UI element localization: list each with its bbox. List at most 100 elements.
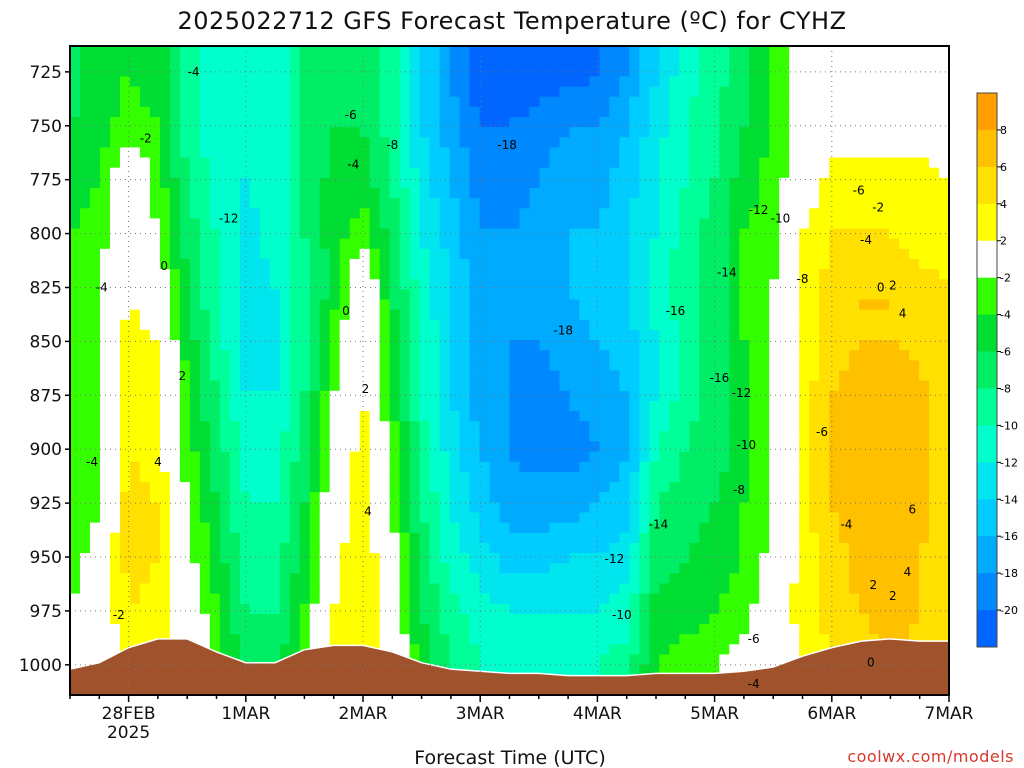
- heat-cell: [459, 634, 471, 645]
- heat-cell: [189, 471, 201, 483]
- heat-cell: [209, 634, 221, 645]
- heat-cell: [679, 431, 690, 443]
- heat-cell: [659, 553, 670, 564]
- heat-cell: [269, 542, 281, 554]
- heat-cell: [99, 127, 111, 138]
- heat-cell: [159, 218, 171, 230]
- heat-cell: [519, 512, 531, 524]
- heat-cell: [219, 157, 231, 169]
- heat-cell: [389, 400, 401, 412]
- heat-cell: [369, 553, 381, 564]
- heat-cell: [809, 238, 820, 250]
- heat-cell: [609, 603, 620, 615]
- heat-cell: [719, 441, 730, 453]
- heat-cell: [489, 563, 501, 574]
- heat-cell: [139, 116, 151, 128]
- heat-cell: [339, 46, 351, 57]
- heat-cell: [739, 177, 750, 189]
- heat-cell: [289, 532, 301, 544]
- heat-cell: [399, 390, 411, 402]
- heat-cell: [529, 360, 541, 372]
- heat-cell: [389, 360, 401, 372]
- heat-cell: [699, 96, 710, 108]
- heat-cell: [289, 502, 301, 514]
- heat-cell: [779, 634, 790, 645]
- heat-cell: [309, 634, 321, 645]
- heat-cell: [769, 400, 780, 412]
- heat-cell: [79, 644, 91, 656]
- heat-cell: [819, 46, 830, 57]
- heat-cell: [70, 340, 81, 351]
- heat-cell: [119, 451, 131, 463]
- heat-cell: [739, 299, 750, 311]
- heat-cell: [259, 553, 271, 564]
- heat-cell: [209, 167, 221, 179]
- heat-cell: [229, 329, 241, 341]
- heat-cell: [209, 208, 221, 219]
- heat-cell: [289, 167, 301, 179]
- heat-cell: [789, 218, 800, 230]
- heat-cell: [359, 492, 371, 503]
- heat-cell: [549, 299, 561, 311]
- heat-cell: [639, 96, 650, 108]
- heat-cell: [739, 228, 750, 240]
- heat-cell: [619, 177, 630, 189]
- heat-cell: [89, 461, 101, 473]
- heat-cell: [759, 441, 770, 453]
- heat-cell: [299, 238, 311, 250]
- heat-cell: [119, 603, 131, 615]
- heat-cell: [119, 116, 131, 128]
- heat-cell: [739, 502, 750, 514]
- heat-cell: [639, 187, 650, 199]
- heat-cell: [569, 583, 581, 595]
- heat-cell: [759, 532, 770, 544]
- heat-cell: [139, 137, 151, 149]
- heat-cell: [379, 360, 391, 372]
- heat-cell: [569, 198, 581, 209]
- heat-cell: [449, 46, 461, 57]
- heat-cell: [389, 116, 401, 128]
- heat-cell: [89, 624, 101, 635]
- heat-cell: [719, 624, 730, 635]
- heat-cell: [709, 350, 720, 361]
- heat-cell: [369, 400, 381, 412]
- heat-cell: [439, 137, 451, 149]
- heat-cell: [719, 86, 730, 98]
- heat-cell: [189, 421, 201, 432]
- heat-cell: [799, 380, 810, 392]
- heat-cell: [669, 431, 680, 443]
- heat-cell: [449, 116, 461, 128]
- heat-cell: [499, 218, 511, 230]
- heat-cell: [99, 522, 111, 534]
- heat-cell: [399, 177, 411, 189]
- heat-cell: [529, 563, 541, 574]
- heat-cell: [669, 644, 680, 656]
- heat-cell: [729, 137, 740, 149]
- heat-cell: [699, 177, 710, 189]
- heat-cell: [809, 309, 820, 321]
- heat-cell: [349, 411, 361, 422]
- heat-cell: [409, 106, 421, 118]
- heat-cell: [339, 360, 351, 372]
- heat-cell: [839, 370, 850, 382]
- heat-cell: [399, 542, 411, 554]
- heat-cell: [709, 654, 720, 666]
- heat-cell: [149, 502, 161, 514]
- heat-cell: [119, 167, 131, 179]
- heat-cell: [459, 127, 471, 138]
- heat-cell: [749, 654, 760, 666]
- heat-cell: [389, 279, 401, 290]
- heat-cell: [469, 542, 481, 554]
- heat-cell: [409, 198, 421, 209]
- heat-cell: [129, 96, 141, 108]
- heat-cell: [809, 147, 820, 159]
- heat-cell: [89, 390, 101, 402]
- heat-cell: [799, 248, 810, 260]
- heat-cell: [769, 218, 780, 230]
- heat-cell: [829, 289, 840, 301]
- heat-cell: [729, 269, 740, 280]
- heat-cell: [579, 187, 591, 199]
- heat-cell: [529, 492, 541, 503]
- heat-cell: [829, 411, 840, 422]
- heat-cell: [819, 76, 830, 88]
